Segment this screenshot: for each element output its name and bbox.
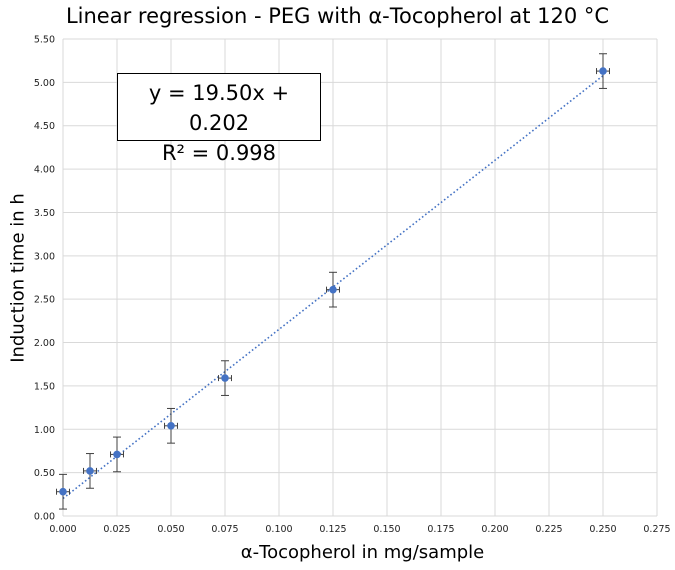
x-tick-label: 0.100 [265, 524, 292, 535]
y-tick-label: 1.50 [34, 381, 55, 392]
x-axis-label: α-Tocopherol in mg/sample [240, 542, 485, 563]
regression-equation-box: y = 19.50x + 0.202 R² = 0.998 [117, 73, 321, 165]
x-tick-label: 0.275 [643, 524, 670, 535]
data-point [113, 450, 121, 459]
y-axis-label: Induction time in h [7, 193, 29, 363]
x-tick-label: 0.125 [319, 524, 346, 535]
x-tick-label: 0.050 [157, 524, 184, 535]
x-tick-label: 0.150 [373, 524, 400, 535]
regression-equation: y = 19.50x + 0.202 [148, 81, 290, 135]
y-tick-label: 4.00 [34, 165, 55, 176]
y-tick-label: 1.00 [34, 425, 55, 436]
y-tick-label: 5.00 [34, 78, 55, 89]
x-tick-label: 0.225 [535, 524, 562, 535]
y-tick-label: 0.00 [34, 512, 55, 523]
x-tick-label: 0.250 [589, 524, 616, 535]
y-tick-label: 2.50 [34, 295, 55, 306]
data-point [599, 67, 607, 75]
y-tick-label: 2.00 [34, 338, 55, 349]
data-point [167, 422, 175, 430]
x-tick-label: 0.200 [481, 524, 508, 535]
chart-title: Linear regression - PEG with α-Tocophero… [65, 4, 610, 28]
data-point [59, 487, 67, 496]
x-tick-label: 0.000 [49, 524, 76, 535]
y-tick-label: 5.50 [34, 35, 55, 46]
y-tick-label: 3.00 [34, 251, 55, 262]
data-point [329, 285, 337, 294]
x-tick-label: 0.025 [103, 524, 130, 535]
y-tick-label: 3.50 [34, 208, 55, 219]
y-tick-label: 0.50 [34, 468, 55, 479]
data-point [221, 374, 229, 382]
x-tick-label: 0.075 [211, 524, 238, 535]
y-tick-label: 4.50 [34, 121, 55, 132]
data-point [86, 467, 94, 475]
r-squared: R² = 0.998 [161, 141, 277, 165]
x-tick-label: 0.175 [427, 524, 454, 535]
